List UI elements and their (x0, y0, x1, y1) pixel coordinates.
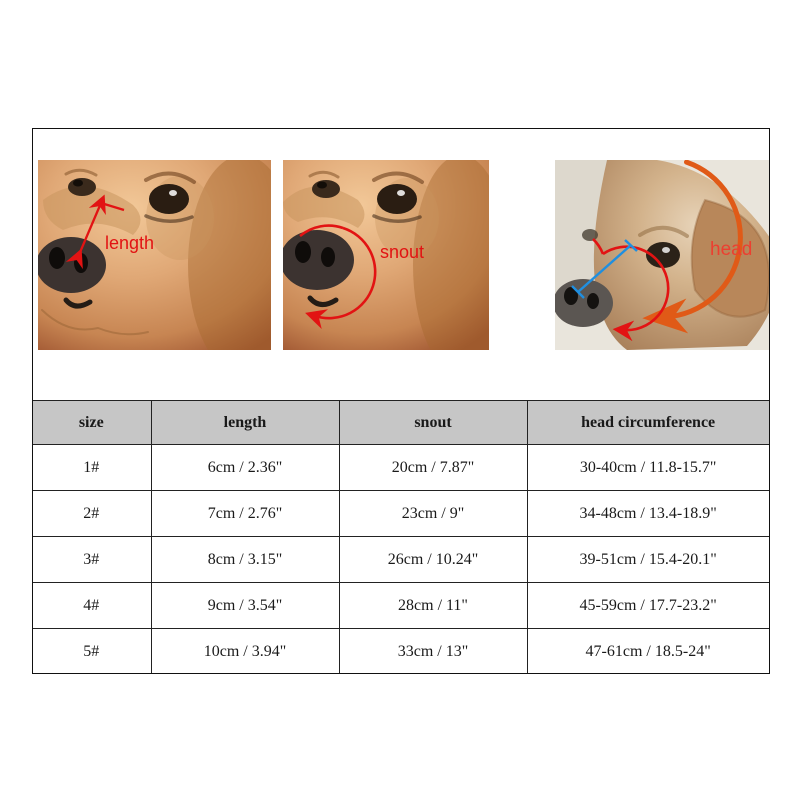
svg-text:head: head (710, 239, 752, 260)
svg-text:length: length (105, 233, 154, 253)
svg-text:snout: snout (380, 242, 424, 262)
